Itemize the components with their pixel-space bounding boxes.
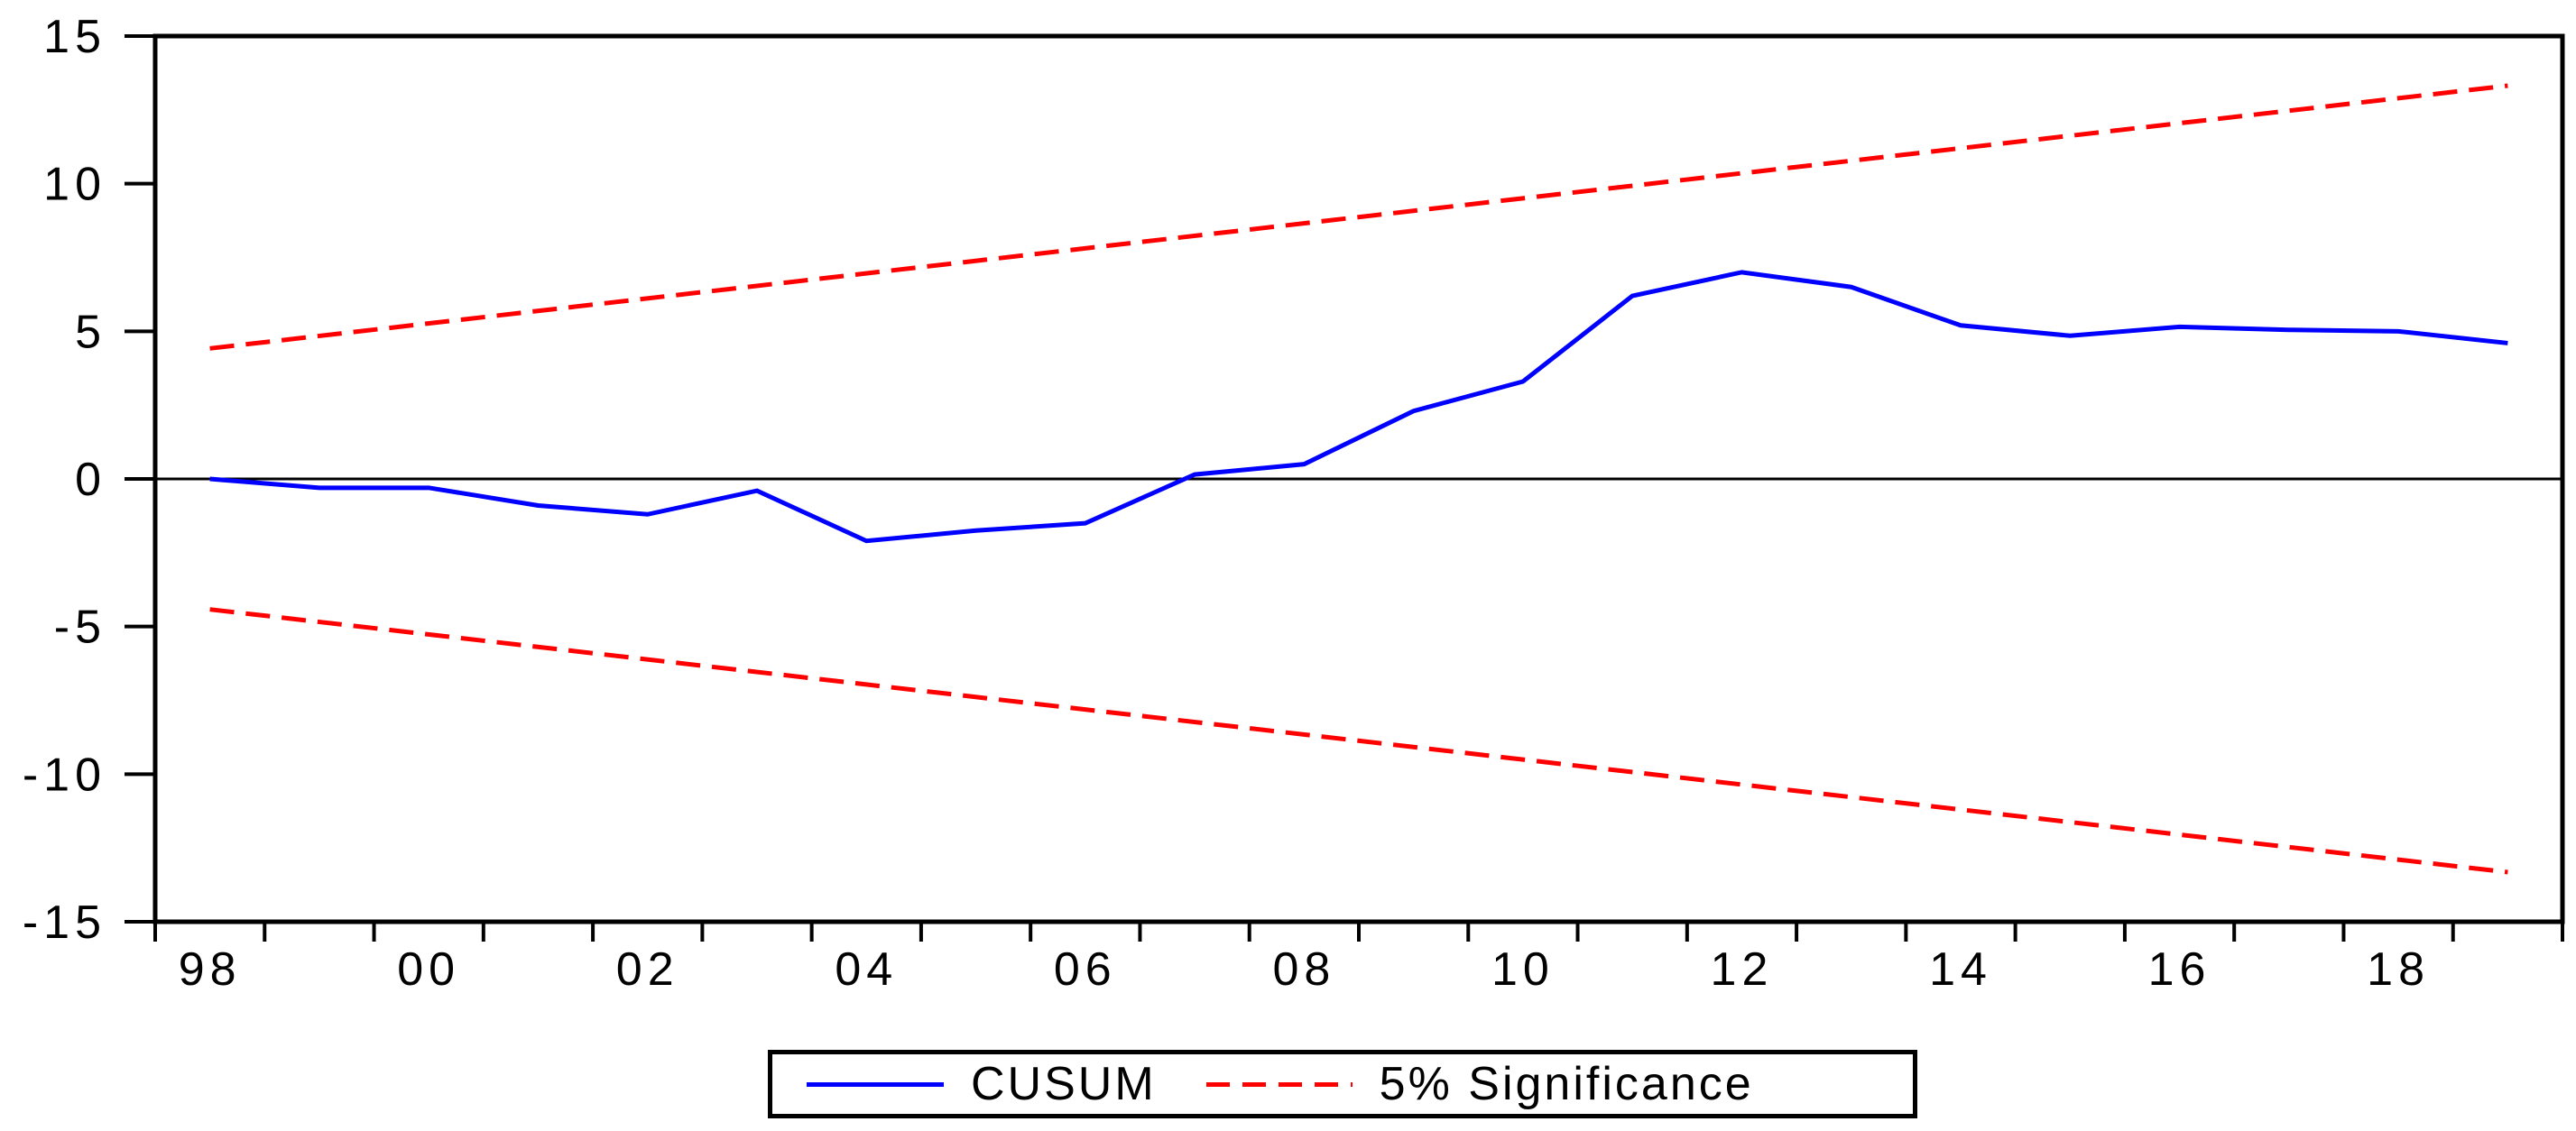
x-axis-label: 04 [835, 943, 898, 996]
y-axis-label: 10 [43, 159, 106, 211]
x-axis-label: 18 [2367, 943, 2430, 996]
significance-line-sample [1205, 1081, 1353, 1087]
x-axis-label: 00 [397, 943, 460, 996]
y-axis-label: -5 [54, 602, 106, 654]
legend: CUSUM 5% Significance [768, 1050, 1917, 1118]
x-axis-label: 06 [1054, 943, 1117, 996]
x-axis-label: 08 [1272, 943, 1335, 996]
y-axis-label: 5 [75, 306, 106, 358]
y-axis-label: -10 [23, 749, 106, 801]
plot-border [152, 33, 2565, 924]
x-axis-label: 98 [179, 943, 242, 996]
x-axis-label: 16 [2148, 943, 2211, 996]
x-axis-label: 02 [616, 943, 679, 996]
y-axis-label: 0 [75, 454, 106, 506]
cusum-series-line [209, 270, 2508, 544]
y-axis-label: -15 [23, 897, 106, 949]
legend-label-significance: 5% Significance [1379, 1058, 1754, 1110]
y-axis-label: 15 [43, 11, 106, 63]
cusum-line-sample [807, 1081, 944, 1087]
x-axis-label: 12 [1711, 943, 1774, 996]
x-axis-label: 10 [1491, 943, 1555, 996]
significance-upper-line [209, 83, 2508, 351]
legend-label-cusum: CUSUM [971, 1058, 1157, 1110]
x-axis-label: 14 [1929, 943, 1992, 996]
significance-lower-line [209, 607, 2508, 875]
